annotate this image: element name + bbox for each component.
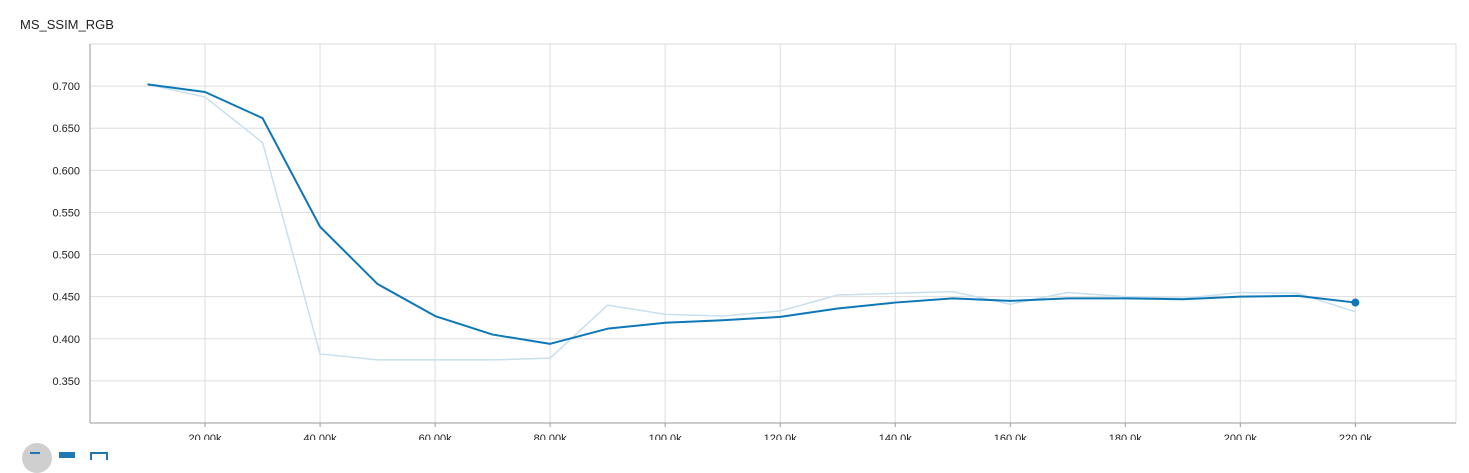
x-tick-label: 40.00k	[304, 433, 338, 440]
line-chart[interactable]: 20.00k 40.00k 60.00k 80.00k 100.0k 120.0k 140.…	[0, 0, 1469, 440]
log-scale-icon[interactable]	[59, 452, 75, 458]
fit-to-data-icon[interactable]	[22, 443, 52, 473]
x-tick-label: 120.0k	[764, 433, 798, 440]
y-tick-label: 0.700	[52, 81, 80, 93]
x-tick-label: 80.00k	[534, 433, 568, 440]
x-tick-label: 20.00k	[189, 433, 223, 440]
y-tick-label: 0.400	[52, 334, 80, 346]
axes	[89, 44, 1456, 427]
tick-labels: 20.00k 40.00k 60.00k 80.00k 100.0k 120.0k 140.…	[52, 81, 1372, 440]
x-tick-label: 60.00k	[419, 433, 453, 440]
series-lines	[147, 83, 1360, 361]
raw-series-line[interactable]	[147, 83, 1356, 361]
y-tick-label: 0.450	[52, 292, 80, 304]
grid-lines	[90, 43, 1457, 423]
y-tick-label: 0.350	[52, 376, 80, 388]
y-tick-label: 0.550	[52, 207, 80, 219]
expand-icon[interactable]	[90, 452, 108, 460]
x-tick-label: 180.0k	[1109, 433, 1143, 440]
chart-title: MS_SSIM_RGB	[20, 17, 114, 32]
x-tick-label: 100.0k	[649, 433, 683, 440]
x-tick-label: 160.0k	[994, 433, 1028, 440]
x-tick-label: 200.0k	[1224, 433, 1258, 440]
x-tick-label: 220.0k	[1339, 433, 1373, 440]
y-tick-label: 0.500	[52, 250, 80, 262]
smoothed-series-line[interactable]	[147, 83, 1356, 345]
y-tick-label: 0.600	[52, 165, 80, 177]
y-tick-label: 0.650	[52, 123, 80, 135]
x-tick-label: 140.0k	[879, 433, 913, 440]
last-point-marker[interactable]	[1351, 298, 1360, 307]
